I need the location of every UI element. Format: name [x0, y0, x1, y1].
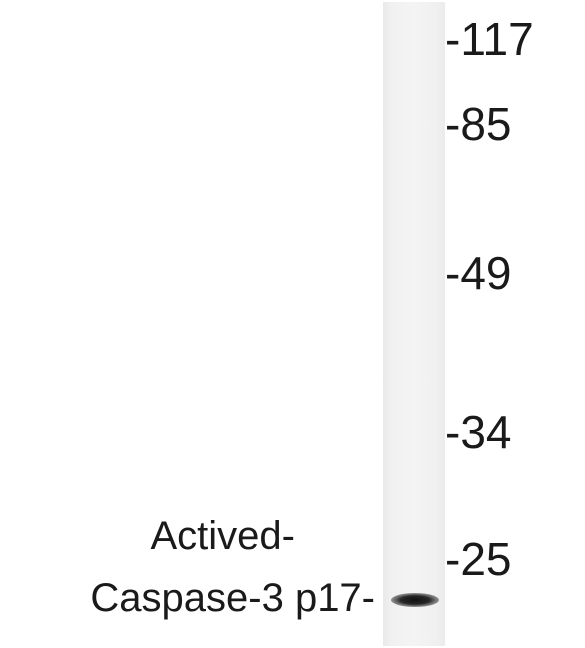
marker-117: -117 — [445, 13, 534, 65]
lane-background — [383, 2, 445, 646]
marker-49: -49 — [445, 247, 512, 299]
blot-lane — [383, 2, 445, 646]
marker-25: -25 — [445, 533, 512, 585]
protein-band — [391, 593, 439, 607]
band-label-line1: Actived- — [150, 514, 296, 558]
marker-34: -34 — [445, 406, 512, 458]
marker-85: -85 — [445, 98, 512, 150]
band-label-line2: Caspase-3 p17- — [90, 576, 375, 620]
